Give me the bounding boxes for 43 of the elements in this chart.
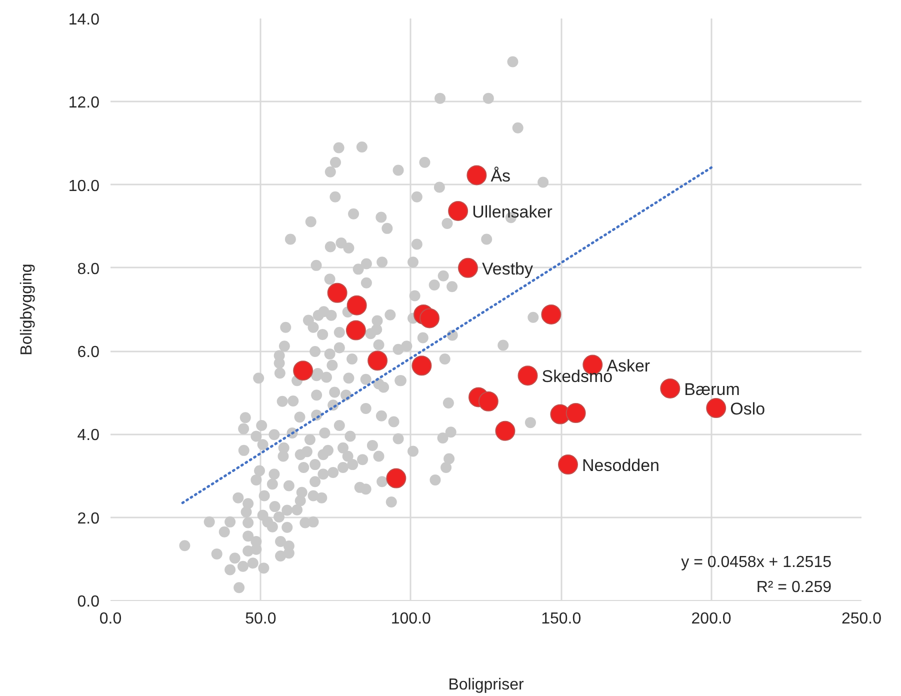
point	[420, 308, 440, 328]
annotation: R² = 0.259	[756, 579, 832, 596]
x-tick-label: 200.0	[691, 610, 732, 628]
point	[412, 356, 432, 376]
y-axis-title: Boligbygging	[18, 264, 36, 356]
x-axis-title: Boligpriser	[448, 676, 524, 694]
point	[495, 420, 516, 441]
point	[706, 398, 726, 418]
point	[518, 366, 538, 386]
point	[541, 304, 562, 324]
point	[346, 295, 367, 316]
x-tick-label: 0.0	[99, 610, 122, 628]
annotation: Bærum	[684, 380, 740, 399]
x-tick-label: 250.0	[841, 610, 882, 628]
x-tick-label: 100.0	[390, 610, 432, 628]
point	[558, 454, 578, 475]
point	[458, 258, 478, 278]
y-tick-label: 2.0	[77, 510, 100, 528]
annotation: Ullensaker	[472, 202, 553, 222]
point	[368, 350, 388, 371]
y-tick-label: 4.0	[77, 427, 100, 444]
x-tick-label: 50.0	[245, 610, 276, 628]
y-tick-label: 12.0	[68, 94, 100, 112]
y-tick-label: 10.0	[68, 178, 100, 195]
y-tick-label: 0.0	[77, 594, 100, 610]
y-tick-label: 14.0	[68, 12, 100, 28]
y-tick-label: 8.0	[77, 260, 100, 278]
annotation: y = 0.0458x + 1.2515	[681, 554, 832, 571]
point	[346, 320, 366, 340]
point	[386, 468, 406, 488]
y-tick-label: 6.0	[77, 344, 100, 362]
x-tick-label: 150.0	[541, 610, 582, 628]
point	[466, 165, 487, 186]
annotation: Nesodden	[582, 456, 660, 476]
point	[660, 378, 680, 398]
point	[293, 360, 314, 381]
annotation: Ås	[490, 166, 511, 186]
point	[327, 282, 348, 303]
annotation: Oslo	[730, 400, 766, 419]
point	[478, 391, 498, 412]
point	[566, 403, 586, 423]
annotation: Vestby	[482, 259, 534, 278]
point	[448, 200, 468, 221]
